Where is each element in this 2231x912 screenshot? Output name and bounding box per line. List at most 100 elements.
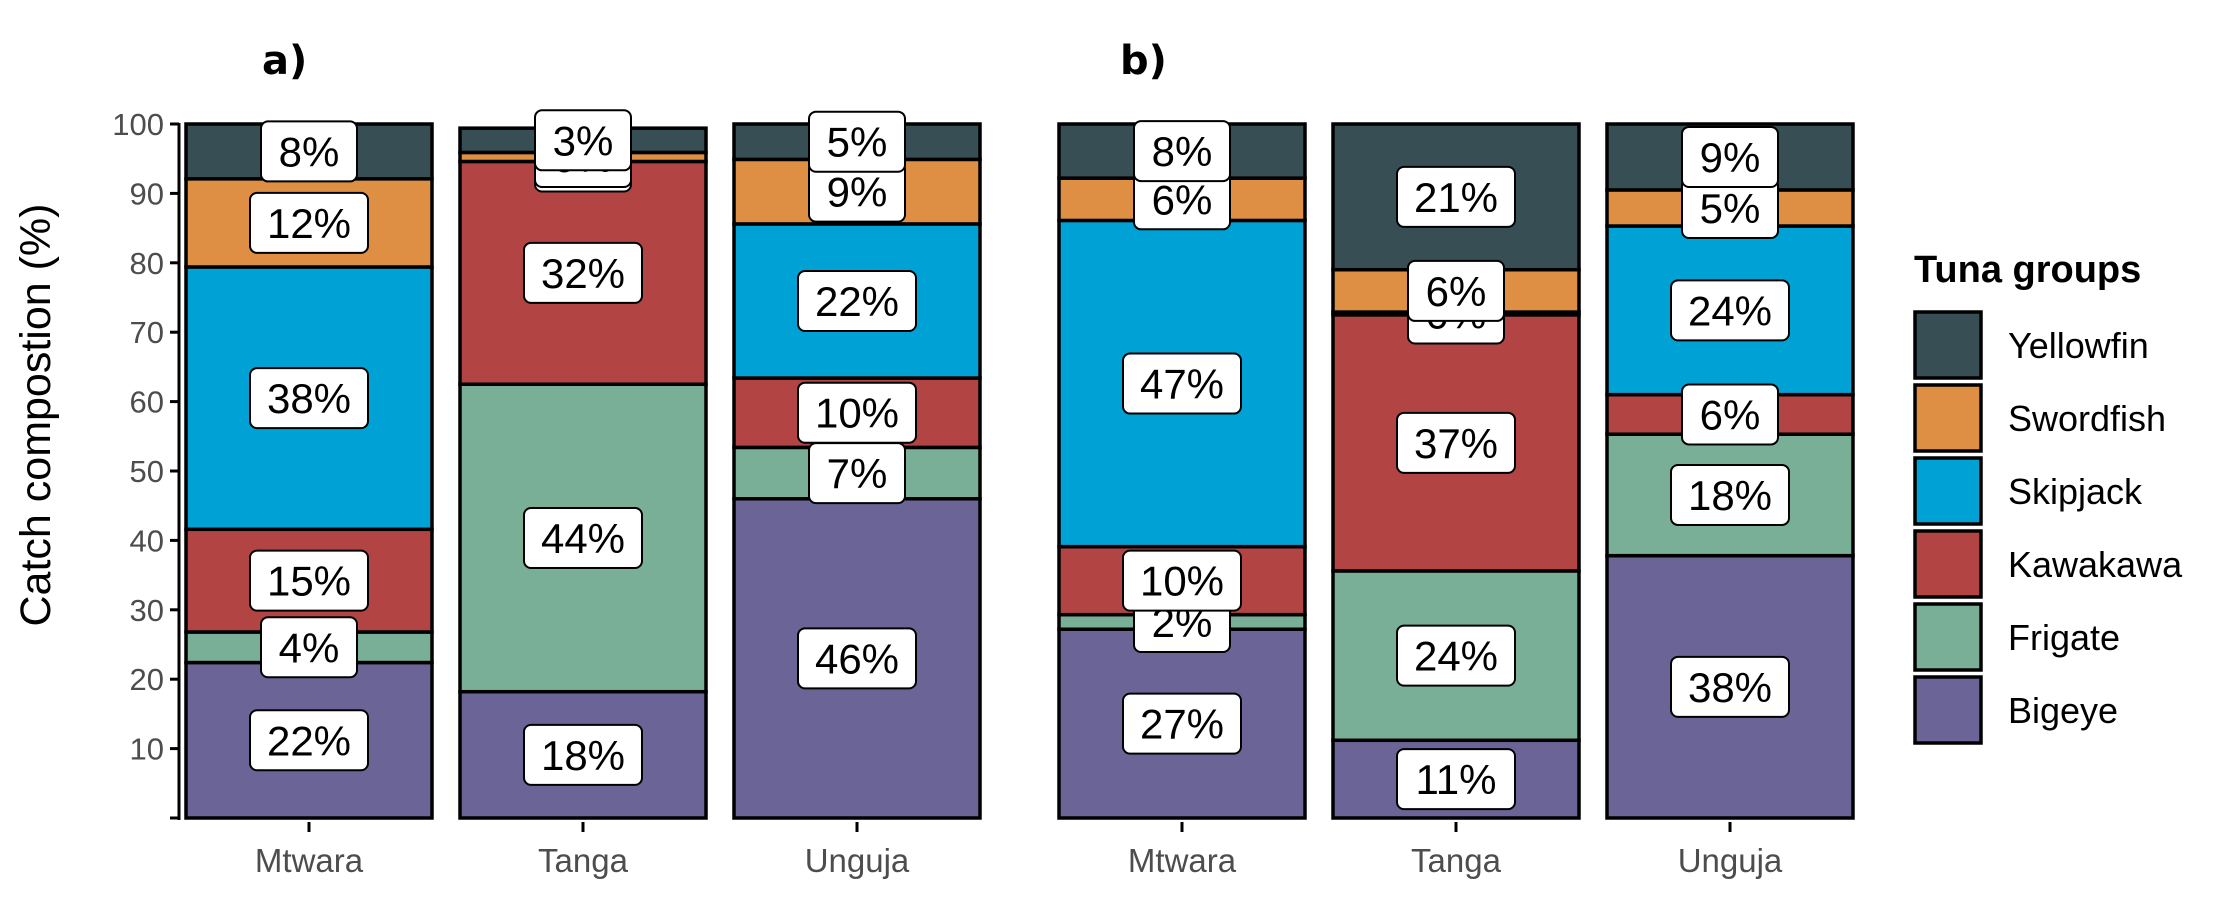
data-label-bigeye: 18%	[523, 723, 643, 786]
data-label-swordfish: 6%	[1133, 168, 1231, 231]
data-label-kawakawa: 10%	[797, 381, 917, 444]
data-label-skipjack: 38%	[249, 367, 369, 430]
panel-b: b)27%2%10%47%6%8%Mtwara11%24%37%0%6%21%T…	[1057, 38, 1855, 879]
data-label-frigate: 4%	[260, 616, 358, 679]
data-label-text: 24%	[1688, 287, 1772, 334]
data-label-yellowfin: 8%	[260, 120, 358, 183]
panel-tag: a)	[262, 38, 307, 84]
data-label-box	[1396, 165, 1516, 228]
data-label-box	[260, 616, 358, 679]
data-label-text: 12%	[267, 200, 351, 247]
legend-entry-yellowfin: Yellowfin	[1913, 310, 2149, 380]
data-label-box	[523, 241, 643, 304]
data-label-text: 22%	[267, 717, 351, 764]
data-label-text: 10%	[1140, 558, 1224, 605]
data-label-bigeye: 46%	[797, 627, 917, 690]
data-label-box	[1122, 352, 1242, 415]
x-tick-label: Mtwara	[255, 842, 364, 879]
data-label-text: 15%	[267, 558, 351, 605]
data-label-text: 44%	[541, 515, 625, 562]
data-label-text: 5%	[827, 119, 888, 166]
data-label-yellowfin: 3%	[534, 109, 632, 172]
legend-label: Swordfish	[2008, 398, 2166, 439]
y-tick-label: 90	[130, 176, 164, 211]
data-label-text: 7%	[827, 450, 888, 497]
data-label-text: 18%	[541, 732, 625, 779]
data-label-box	[523, 506, 643, 569]
legend-title: Tuna groups	[1914, 249, 2141, 291]
legend-label: Yellowfin	[2008, 325, 2149, 366]
data-label-text: 3%	[553, 117, 614, 164]
data-label-text: 22%	[815, 278, 899, 325]
legend: Tuna groups Yellowfin Swordfish Skipjack Ka…	[1913, 249, 2183, 745]
data-label-kawakawa: 15%	[249, 549, 369, 612]
data-label-bigeye: 22%	[249, 709, 369, 772]
data-label-kawakawa: 10%	[1122, 549, 1242, 612]
y-tick-label: 70	[130, 315, 164, 350]
data-label-text: 38%	[267, 375, 351, 422]
data-label-box	[1407, 259, 1505, 322]
data-labels: 46% 7% 10% 22% 9%5%	[797, 110, 917, 690]
panels: a)22%4%15%38%12%8%Mtwara18%44%32%0%0%3%T…	[184, 38, 1855, 879]
data-label-swordfish: 12%	[249, 191, 369, 254]
data-label-text: 38%	[1688, 664, 1772, 711]
data-label-text: 18%	[1688, 472, 1772, 519]
data-label-frigate: 7%	[808, 442, 906, 505]
data-label-box	[249, 191, 369, 254]
data-label-box	[249, 367, 369, 430]
data-label-text: 37%	[1414, 420, 1498, 467]
data-label-box	[1122, 692, 1242, 755]
data-label-skipjack: 47%	[1122, 352, 1242, 415]
y-axis-label: Catch compostion (%)	[12, 204, 60, 627]
legend-swatch	[1913, 529, 1983, 599]
data-label-text: 6%	[1152, 176, 1213, 223]
y-tick-label: 80	[130, 246, 164, 281]
data-label-text: 4%	[279, 624, 340, 671]
data-label-box	[1681, 383, 1779, 446]
legend-swatch	[1913, 602, 1983, 672]
data-labels: 38% 18% 6% 24% 5%9%	[1670, 125, 1790, 718]
data-labels: 11%24%37%0%6%21%	[1396, 165, 1516, 811]
legend-swatch	[1913, 675, 1983, 745]
data-label-text: 27%	[1140, 701, 1224, 748]
data-label-kawakawa: 32%	[523, 241, 643, 304]
data-label-skipjack: 22%	[797, 269, 917, 332]
data-label-box	[1396, 411, 1516, 474]
data-label-text: 5%	[1700, 185, 1761, 232]
data-label-box	[797, 269, 917, 332]
data-label-box	[1670, 463, 1790, 526]
data-label-bigeye: 27%	[1122, 692, 1242, 755]
data-label-box	[1670, 655, 1790, 718]
x-tick-label: Unguja	[1678, 842, 1783, 879]
panel-tag: b)	[1120, 38, 1167, 84]
data-label-skipjack: 24%	[1670, 279, 1790, 342]
y-axis: 10 20 30 40 50 60 70 80 90 100	[112, 107, 181, 820]
data-label-text: 10%	[815, 390, 899, 437]
data-label-yellowfin: 9%	[1681, 125, 1779, 188]
data-label-frigate: 24%	[1396, 624, 1516, 687]
data-labels: 18%44%32%0%0%3%	[523, 109, 643, 786]
data-label-box	[260, 120, 358, 183]
data-label-box	[1670, 279, 1790, 342]
bar-group-tanga: 11%24%37%0%6%21%Tanga	[1331, 122, 1581, 879]
legend-entry-frigate: Frigate	[1913, 602, 2120, 672]
data-labels: 27%2%10%47%6%8%	[1122, 120, 1242, 755]
bar-group-mtwara: 22% 4% 15% 38% 12% 8% Mtwara	[184, 120, 434, 879]
data-label-kawakawa: 37%	[1396, 411, 1516, 474]
bar-group-mtwara: 27%2%10%47%6%8%Mtwara	[1057, 120, 1307, 879]
x-tick-label: Tanga	[538, 842, 629, 879]
data-label-text: 24%	[1414, 633, 1498, 680]
data-label-text: 11%	[1416, 756, 1497, 803]
legend-label: Bigeye	[2008, 690, 2118, 731]
data-label-box	[1396, 748, 1516, 811]
legend-entry-swordfish: Swordfish	[1913, 383, 2166, 453]
data-label-box	[1681, 125, 1779, 188]
y-tick-label: 30	[130, 593, 164, 628]
y-tick-label: 40	[130, 523, 164, 558]
legend-entry-bigeye: Bigeye	[1913, 675, 2118, 745]
data-label-yellowfin: 21%	[1396, 165, 1516, 228]
data-label-box	[523, 723, 643, 786]
x-tick-label: Unguja	[805, 842, 910, 879]
data-label-text: 32%	[541, 250, 625, 297]
